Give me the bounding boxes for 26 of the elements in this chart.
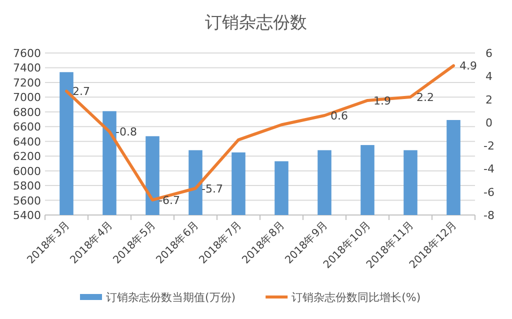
y2-tick-label: -2 xyxy=(484,140,494,153)
y2-tick-label: -6 xyxy=(484,186,494,199)
y2-tick-label: 6 xyxy=(486,47,492,60)
y-tick-label: 7400 xyxy=(13,62,41,75)
y2-tick-label: 0 xyxy=(486,116,492,130)
y-tick-label: 6000 xyxy=(13,164,41,178)
y-tick-label: 7600 xyxy=(13,47,41,60)
y2-tick-label: -8 xyxy=(484,209,494,222)
y2-tick-label: -4 xyxy=(484,162,494,176)
y-tick-label: 6200 xyxy=(13,150,41,164)
data-label: 4.9 xyxy=(460,60,477,73)
y-tick-label: 6400 xyxy=(13,135,41,148)
chart-title: 订销杂志份数 xyxy=(205,13,307,33)
y-tick-label: 5800 xyxy=(13,180,41,193)
y-tick-label: 7000 xyxy=(13,91,41,104)
data-label: 0.6 xyxy=(330,109,348,122)
y2-tick-label: 4 xyxy=(486,70,492,84)
y-tick-label: 6800 xyxy=(13,106,41,119)
y-tick-label: 7200 xyxy=(13,76,41,90)
legend-label: 订销杂志份数当期值(万份) xyxy=(106,291,236,304)
y-tick-label: 5600 xyxy=(13,194,41,208)
y-tick-label: 5400 xyxy=(13,209,41,222)
data-label: 2.2 xyxy=(416,90,434,104)
y2-tick-label: 2 xyxy=(486,93,492,106)
y-tick-label: 6600 xyxy=(13,120,41,134)
legend-label: 订销杂志份数同比增长(%) xyxy=(292,291,421,304)
